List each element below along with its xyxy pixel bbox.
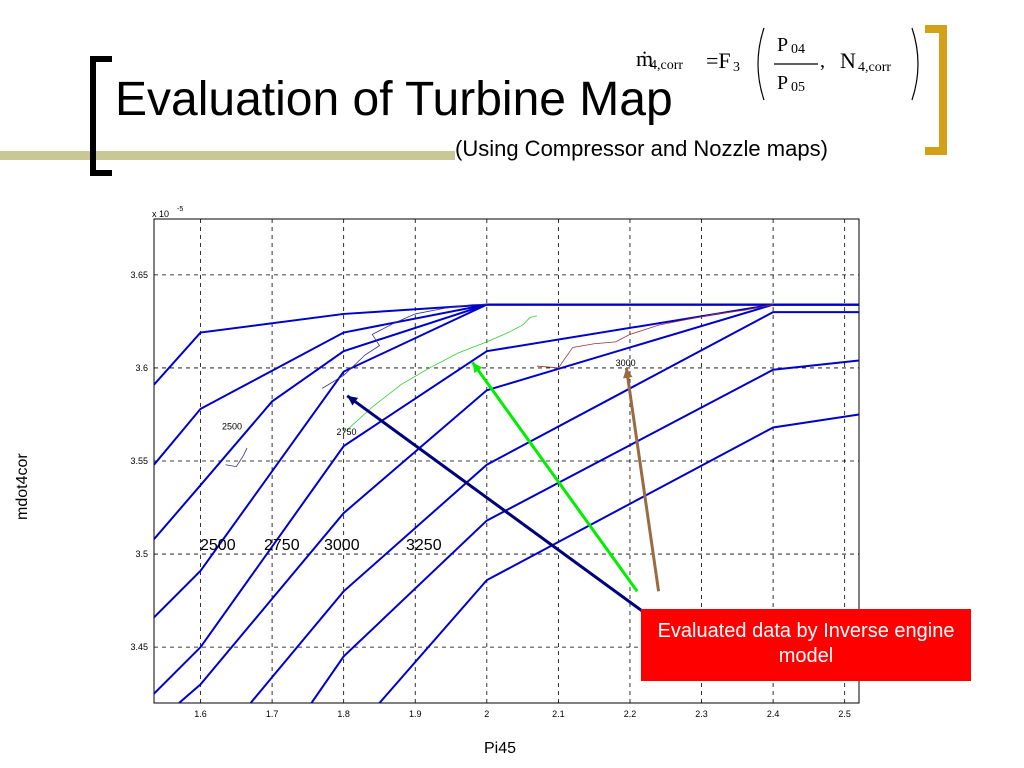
evaluated-series-line — [225, 447, 248, 468]
x-tick-label: 2.2 — [624, 709, 637, 719]
speed-label-3000: 3000 — [324, 537, 360, 554]
speed-label-2750: 2750 — [264, 537, 300, 554]
map-line — [178, 303, 859, 703]
contour-label: 2750 — [337, 427, 357, 437]
eq-num-sub: 04 — [791, 42, 805, 57]
speed-label-3250: 3250 — [406, 537, 442, 554]
slide-subtitle: (Using Compressor and Nozzle maps) — [455, 136, 828, 161]
x-tick-label: 2.1 — [552, 709, 565, 719]
eq-den-sub: 05 — [791, 80, 805, 95]
x-tick-label: 1.6 — [194, 709, 207, 719]
title-band — [0, 151, 455, 160]
y-exponent: -5 — [177, 206, 183, 213]
y-exponent-label: x 10 — [152, 209, 169, 219]
map-line — [310, 359, 859, 703]
slide-title: Evaluation of Turbine Map — [115, 73, 673, 126]
x-tick-label: 1.9 — [409, 709, 422, 719]
evaluated-series-line — [321, 304, 487, 389]
left-bracket — [90, 56, 112, 176]
arrow-head — [347, 395, 359, 406]
x-tick-label: 2.4 — [767, 709, 780, 719]
eq-func-sub: 3 — [733, 60, 740, 75]
eq-n: N — [840, 48, 856, 73]
contour-label: 3000 — [616, 358, 636, 368]
map-line — [378, 413, 859, 703]
x-tick-label: 1.8 — [337, 709, 350, 719]
eq-mdot: ṁ — [636, 46, 654, 71]
arrow-line — [346, 394, 660, 625]
eq-mdot-sub: 4,corr — [650, 58, 684, 73]
evaluated-series-line — [343, 315, 538, 434]
eq-n-sub: 4,corr — [858, 60, 892, 75]
x-tick-label: 2.5 — [838, 709, 851, 719]
y-tick-label: 3.55 — [130, 456, 148, 466]
y-tick-label: 3.6 — [135, 363, 148, 373]
y-axis-label: mdot4cor — [14, 453, 31, 520]
eq-func: =F — [706, 48, 731, 73]
evaluated-series-line — [536, 304, 774, 369]
x-axis-label: Pi45 — [484, 740, 517, 757]
y-tick-label: 3.65 — [130, 270, 148, 280]
right-bracket — [925, 25, 947, 155]
mass-flow-equation: ṁ 4,corr =F 3 P 04 P 05 , N 4,corr — [630, 24, 920, 104]
arrow-head — [472, 362, 483, 374]
y-tick-label: 3.5 — [135, 549, 148, 559]
eq-comma: , — [820, 50, 825, 72]
x-tick-label: 2.3 — [695, 709, 708, 719]
x-tick-label: 1.7 — [266, 709, 279, 719]
evaluated-data-callout: Evaluated data by Inverse engine model — [641, 609, 971, 681]
speed-label-2500: 2500 — [200, 537, 236, 554]
eq-den: P — [777, 72, 789, 94]
y-tick-label: 3.45 — [130, 642, 148, 652]
eq-parens — [757, 27, 919, 101]
arrow-line — [624, 367, 661, 592]
eq-num: P — [777, 34, 789, 56]
arrow-head — [623, 367, 633, 379]
map-line — [249, 311, 859, 703]
contour-label: 2500 — [222, 421, 242, 431]
x-tick-label: 2 — [484, 709, 489, 719]
arrow-line — [471, 361, 639, 593]
